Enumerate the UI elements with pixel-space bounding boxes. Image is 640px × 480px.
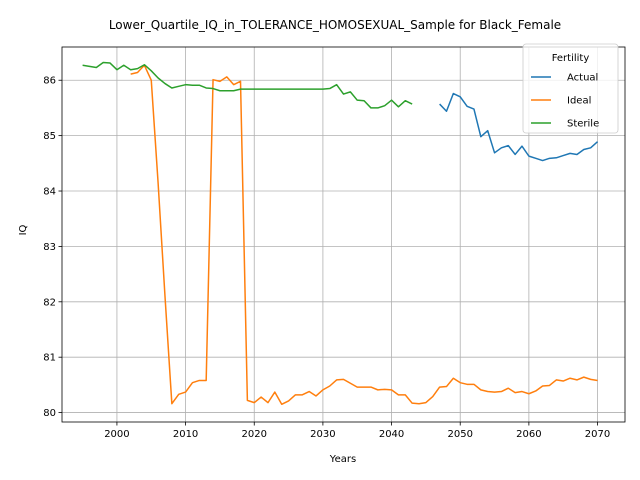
legend-label-sterile: Sterile (567, 119, 599, 130)
y-tick-label: 82 (43, 297, 56, 308)
x-tick-label: 2040 (379, 429, 404, 440)
y-tick-label: 86 (43, 76, 56, 87)
legend-title: Fertility (552, 53, 590, 64)
legend: Fertility Actual Ideal Sterile (522, 43, 619, 134)
x-tick-label: 2070 (585, 429, 610, 440)
chart-title: Lower_Quartile_IQ_in_TOLERANCE_HOMOSEXUA… (109, 18, 561, 32)
x-tick-label: 2060 (516, 429, 541, 440)
y-tick-label: 81 (43, 353, 56, 364)
y-tick-label: 84 (43, 187, 56, 198)
grid-lines (62, 47, 625, 422)
y-axis-label: IQ (18, 224, 29, 235)
x-axis-ticks: 2000 2010 2020 2030 2040 2050 2060 2070 (104, 422, 610, 440)
x-tick-label: 2030 (310, 429, 335, 440)
plot-frame (61, 46, 626, 423)
y-axis-ticks: 80 81 82 83 84 85 86 (43, 76, 62, 419)
legend-label-actual: Actual (567, 73, 598, 84)
y-tick-label: 80 (43, 408, 56, 419)
series-line-sterile (82, 61, 413, 109)
x-tick-label: 2000 (104, 429, 129, 440)
legend-box (522, 43, 619, 134)
x-axis-label: Years (329, 454, 356, 465)
y-tick-label: 85 (43, 131, 56, 142)
y-tick-label: 83 (43, 242, 56, 253)
x-tick-label: 2010 (173, 429, 198, 440)
legend-label-ideal: Ideal (567, 96, 591, 107)
x-tick-label: 2020 (242, 429, 267, 440)
series-line-ideal (130, 64, 598, 406)
x-tick-label: 2050 (447, 429, 472, 440)
series-line-actual (439, 92, 599, 162)
plot-lines (82, 61, 599, 406)
